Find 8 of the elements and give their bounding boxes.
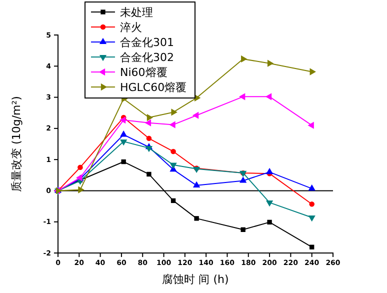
legend-label: Ni60熔覆	[120, 66, 168, 79]
y-axis-title: 质量改变 (10g/m²)	[10, 96, 23, 192]
legend-label: 合金化301	[120, 36, 174, 49]
legend-label: 合金化302	[120, 51, 174, 64]
legend-label: HGLC60熔覆	[120, 81, 187, 94]
legend-label: 淬火	[120, 21, 142, 34]
legend-label: 未处理	[120, 6, 153, 19]
x-axis-title: 腐蚀时 间 (h)	[162, 273, 229, 286]
